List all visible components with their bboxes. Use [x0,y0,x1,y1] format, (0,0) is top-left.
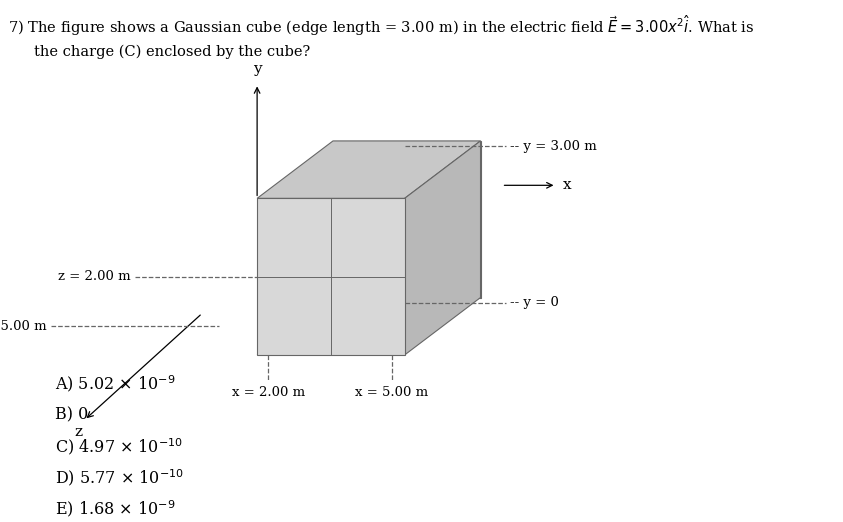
Text: C) 4.97 $\times$ 10$^{-10}$: C) 4.97 $\times$ 10$^{-10}$ [55,436,183,457]
Polygon shape [257,198,405,355]
Text: x: x [563,179,572,192]
Text: 7) The figure shows a Gaussian cube (edge length = 3.00 m) in the electric field: 7) The figure shows a Gaussian cube (edg… [8,13,755,38]
Text: z = 5.00 m: z = 5.00 m [0,320,46,333]
Text: x = 2.00 m: x = 2.00 m [232,386,304,399]
Polygon shape [257,141,481,198]
Polygon shape [405,141,481,355]
Text: A) 5.02 $\times$ 10$^{-9}$: A) 5.02 $\times$ 10$^{-9}$ [55,373,175,394]
Text: -- y = 3.00 m: -- y = 3.00 m [510,140,597,152]
Text: y: y [253,62,261,76]
Text: D) 5.77 $\times$ 10$^{-10}$: D) 5.77 $\times$ 10$^{-10}$ [55,467,184,488]
Text: x = 5.00 m: x = 5.00 m [356,386,428,399]
Text: the charge (C) enclosed by the cube?: the charge (C) enclosed by the cube? [34,44,310,59]
Text: z: z [74,425,83,440]
Text: E) 1.68 $\times$ 10$^{-9}$: E) 1.68 $\times$ 10$^{-9}$ [55,499,175,519]
Text: -- y = 0: -- y = 0 [510,296,559,309]
Text: B) 0: B) 0 [55,407,88,423]
Polygon shape [333,141,481,298]
Text: z = 2.00 m: z = 2.00 m [58,270,131,283]
